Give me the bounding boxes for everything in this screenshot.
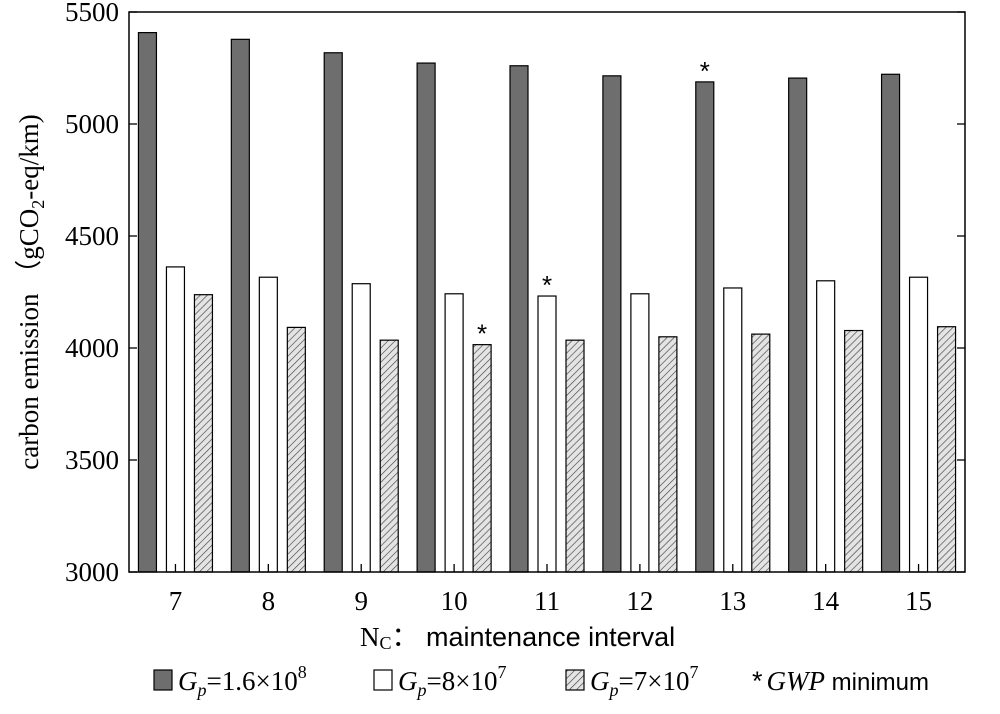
y-axis-label: carbon emission （gCO2-eq/km) xyxy=(14,114,48,469)
y-axis-label-text: carbon emission xyxy=(14,293,44,470)
bar-14-series-2 xyxy=(844,329,864,573)
gwp-minimum-marker: * xyxy=(477,319,487,349)
y-tick-label: 3000 xyxy=(65,557,119,587)
legend-label: Gp=7×107 xyxy=(590,662,698,700)
x-tick-label: 7 xyxy=(169,586,183,616)
legend-label-var: G xyxy=(398,666,418,696)
x-axis-label-main: N xyxy=(360,622,380,652)
bar-14-series-1 xyxy=(816,280,836,573)
y-tick-label: 5500 xyxy=(65,0,119,27)
y-tick-label: 4000 xyxy=(65,333,119,363)
x-axis-label: NC： maintenance interval xyxy=(360,622,675,653)
legend-label: Gp=8×107 xyxy=(398,662,506,700)
bar-7-series-1 xyxy=(165,266,186,573)
legend-label-exp: 7 xyxy=(689,662,698,682)
legend-swatch xyxy=(565,669,585,691)
x-tick-label: 13 xyxy=(719,586,746,616)
legend: Gp=1.6×108 Gp=8×107 Gp=7×107 * GWP minimum xyxy=(153,662,929,700)
legend-marker-var: GWP xyxy=(767,666,825,696)
bar-9-series-2 xyxy=(379,339,399,573)
x-ticks: 7 8 9 10 11 12 13 14 15 xyxy=(169,564,932,616)
legend-label-sub: p xyxy=(608,680,619,700)
legend-label-value: =8×10 xyxy=(427,666,498,696)
bar-13-series-1 xyxy=(723,287,743,573)
bar-13-series-2 xyxy=(751,333,771,573)
bar-series xyxy=(137,32,957,573)
plot-frame xyxy=(128,11,966,573)
bar-11-series-0 xyxy=(509,65,529,573)
x-tick-label: 14 xyxy=(812,586,840,616)
legend-swatch xyxy=(373,669,393,691)
x-tick-label: 12 xyxy=(626,586,653,616)
legend-label-exp: 8 xyxy=(298,662,307,682)
legend-label-value: =1.6×10 xyxy=(207,666,298,696)
legend-swatch xyxy=(153,669,173,691)
legend-marker-text: minimum xyxy=(825,669,929,696)
x-tick-label: 11 xyxy=(534,586,560,616)
y-axis-label-unit-suffix: -eq/km) xyxy=(14,114,44,199)
legend-label-value: =7×10 xyxy=(619,666,690,696)
bar-8-series-0 xyxy=(230,38,250,573)
y-ticks: 3000 3500 4000 4500 5000 5500 xyxy=(65,0,965,587)
bar-13-series-0 xyxy=(695,81,715,573)
bar-9-series-1 xyxy=(351,283,371,573)
legend-label-sub: p xyxy=(196,680,207,700)
y-axis-label-gap xyxy=(14,287,44,294)
legend-label-var: G xyxy=(178,666,198,696)
x-tick-label: 8 xyxy=(262,586,276,616)
bar-14-series-0 xyxy=(788,77,808,573)
bar-8-series-1 xyxy=(258,276,278,573)
bar-15-series-0 xyxy=(880,73,901,573)
legend-marker-symbol: * xyxy=(752,666,763,696)
legend-label-var: G xyxy=(590,666,610,696)
x-axis-label-sub: C xyxy=(380,633,392,653)
bar-8-series-2 xyxy=(286,326,306,573)
bar-12-series-2 xyxy=(658,336,678,573)
bar-9-series-0 xyxy=(323,52,343,573)
y-axis-label-unit-prefix: （gCO xyxy=(14,209,44,287)
bar-7-series-2 xyxy=(193,294,214,573)
legend-marker-label: * GWP minimum xyxy=(752,666,929,696)
bar-7-series-0 xyxy=(137,32,158,573)
x-tick-label: 9 xyxy=(354,586,368,616)
y-tick-label: 3500 xyxy=(65,445,119,475)
bar-10-series-0 xyxy=(416,62,436,573)
bar-11-series-1 xyxy=(537,295,557,573)
bar-10-series-2 xyxy=(472,344,492,573)
bar-10-series-1 xyxy=(444,293,464,573)
gwp-minimum-marker: * xyxy=(542,270,552,300)
y-tick-label: 4500 xyxy=(65,221,119,251)
legend-label-exp: 7 xyxy=(497,662,506,682)
x-tick-label: 15 xyxy=(905,586,932,616)
legend-label-sub: p xyxy=(416,680,427,700)
x-tick-label: 10 xyxy=(441,586,468,616)
bar-12-series-0 xyxy=(602,75,622,573)
x-axis-label-rest: ： maintenance interval xyxy=(392,622,676,652)
bar-11-series-2 xyxy=(565,339,585,573)
y-axis-label-unit-sub: 2 xyxy=(28,200,48,209)
gwp-minimum-marker: * xyxy=(700,56,710,86)
legend-label: Gp=1.6×108 xyxy=(178,662,307,700)
bar-12-series-1 xyxy=(630,293,650,573)
y-tick-label: 5000 xyxy=(65,109,119,139)
bar-15-series-2 xyxy=(936,326,957,573)
bar-15-series-1 xyxy=(908,276,929,573)
gwp-minimum-markers: * * * xyxy=(477,56,710,349)
